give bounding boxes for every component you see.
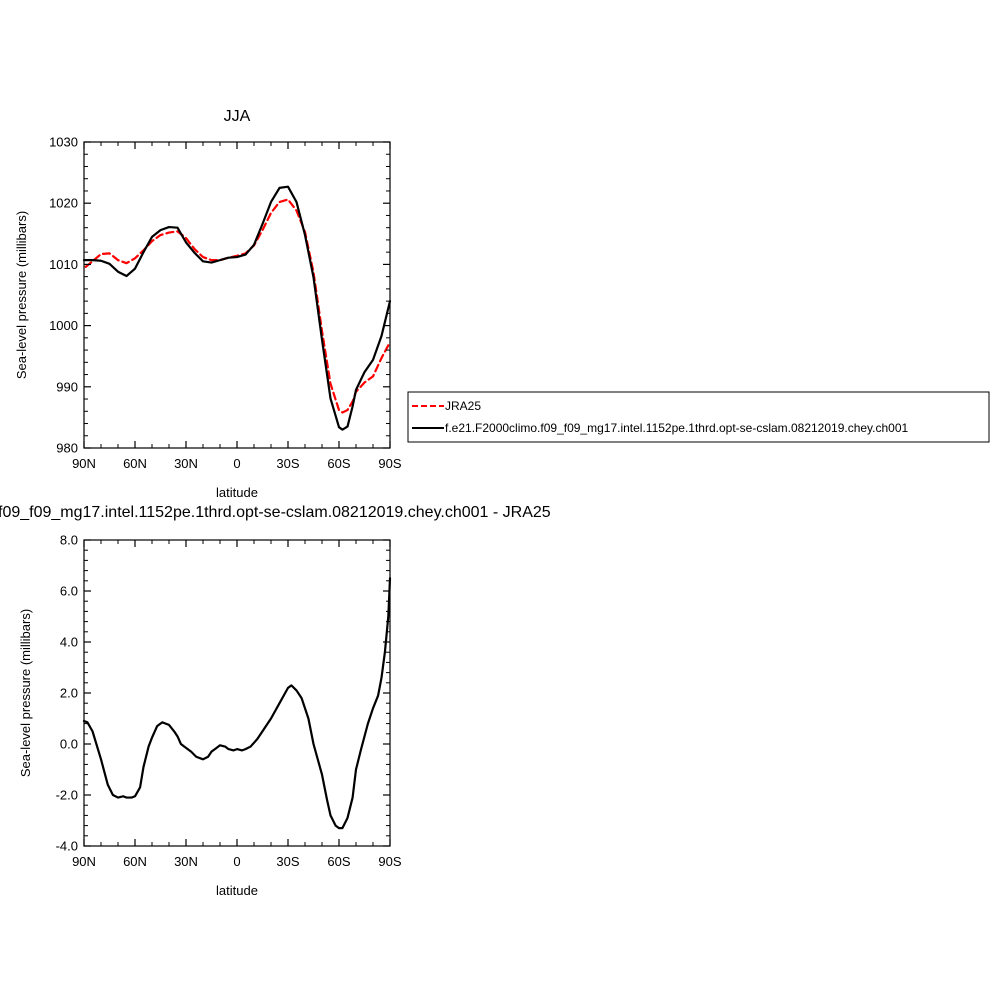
top-y-tick-label: 1010 [49,257,78,272]
legend-label-jra25: JRA25 [445,399,481,413]
bottom-x-tick-label: 60N [123,854,147,869]
bottom-y-tick-label: 2.0 [60,686,78,701]
bottom-x-tick-label: 90S [378,854,401,869]
top-x-tick-label: 60S [327,456,350,471]
bottom-y-axis-title: Sea-level pressure (millibars) [18,609,33,777]
top-y-tick-label: 1030 [49,135,78,150]
top-axis-ticks [83,141,391,449]
bottom-plot-frame [83,539,391,847]
top-y-axis-title: Sea-level pressure (millibars) [14,211,29,379]
bottom-plot: f09_f09_mg17.intel.1152pe.1thrd.opt-se-c… [0,504,551,898]
bottom-y-tick-label: 8.0 [60,533,78,548]
top-series-group [82,185,392,431]
legend-box [407,391,990,443]
bottom-x-tick-label: 30N [174,854,198,869]
top-x-tick-label: 30S [276,456,299,471]
bottom-y-tick-label: 4.0 [60,635,78,650]
top-series-line-0 [84,198,392,414]
legend-label-model: f.e21.F2000climo.f09_f09_mg17.intel.1152… [445,421,909,435]
bottom-axis-ticks [83,539,391,847]
bottom-x-tick-label: 60S [327,854,350,869]
top-y-tick-label: 980 [56,441,78,456]
top-plot: JJA 980 990 1000 1010 1020 1030 90N 60N 30N 0 30S… [14,108,402,500]
top-series-line-1 [82,185,392,431]
bottom-x-tick-labels: 90N 60N 30N 0 30S 60S 90S [72,854,402,869]
bottom-y-tick-label: -4.0 [56,839,78,854]
top-x-tick-labels: 90N 60N 30N 0 30S 60S 90S [72,456,402,471]
top-y-tick-label: 990 [56,379,78,394]
bottom-x-axis-title: latitude [216,883,258,898]
bottom-plot-title: f09_f09_mg17.intel.1152pe.1thrd.opt-se-c… [0,504,551,521]
top-y-tick-labels: 980 990 1000 1010 1020 1030 [49,135,78,456]
top-plot-title: JJA [224,108,251,125]
bottom-y-tick-labels: -4.0 -2.0 0.0 2.0 4.0 6.0 8.0 [56,533,78,854]
top-x-tick-label: 30N [174,456,198,471]
bottom-y-tick-label: 0.0 [60,737,78,752]
bottom-y-tick-label: -2.0 [56,788,78,803]
bottom-y-tick-label: 6.0 [60,584,78,599]
bottom-x-tick-label: 90N [72,854,96,869]
top-x-tick-label: 90S [378,456,401,471]
bottom-series-line-0 [82,577,392,830]
top-x-tick-label: 90N [72,456,96,471]
bottom-x-tick-label: 0 [233,854,240,869]
top-y-tick-label: 1020 [49,196,78,211]
bottom-x-tick-label: 30S [276,854,299,869]
top-plot-frame [83,141,391,449]
top-x-axis-title: latitude [216,485,258,500]
top-x-tick-label: 0 [233,456,240,471]
top-x-tick-label: 60N [123,456,147,471]
legend: JRA25 f.e21.F2000climo.f09_f09_mg17.inte… [407,391,990,443]
bottom-series-group [82,577,392,830]
top-y-tick-label: 1000 [49,318,78,333]
